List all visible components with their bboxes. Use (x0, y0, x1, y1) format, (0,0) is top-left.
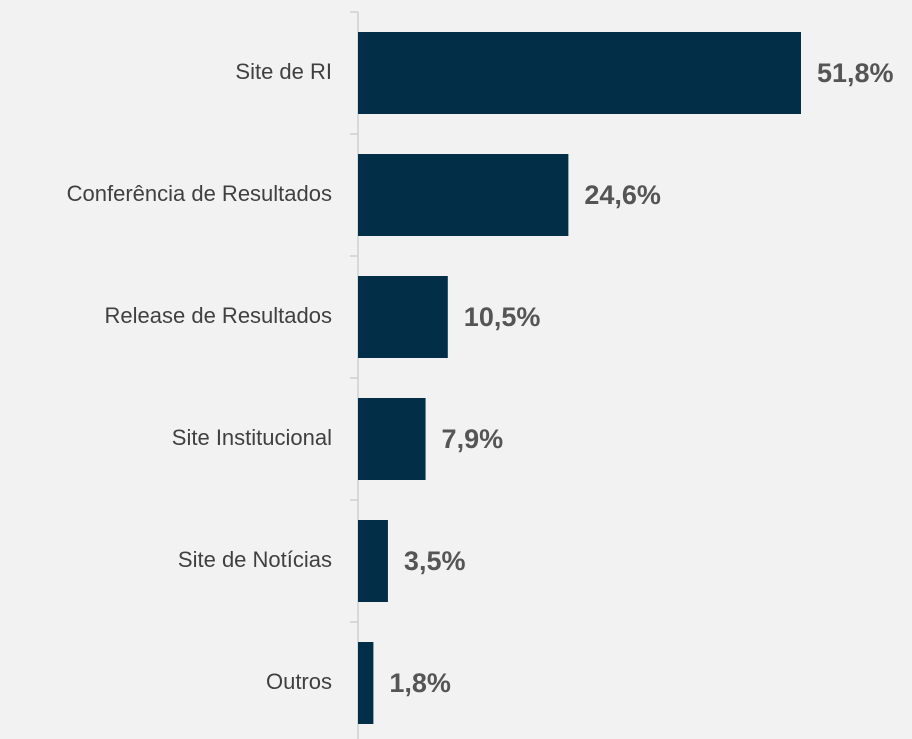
bar (358, 154, 569, 236)
category-label: Release de Resultados (105, 303, 332, 328)
category-label: Site Institucional (172, 425, 332, 450)
value-label: 51,8% (817, 58, 894, 88)
bar (358, 398, 426, 480)
bar (358, 642, 374, 724)
category-label: Outros (266, 669, 332, 694)
category-label: Site de RI (235, 59, 332, 84)
bar (358, 32, 801, 114)
value-label: 24,6% (584, 180, 661, 210)
value-label: 10,5% (464, 302, 541, 332)
value-label: 1,8% (389, 668, 451, 698)
category-label: Conferência de Resultados (67, 181, 332, 206)
value-label: 3,5% (404, 546, 466, 576)
value-label: 7,9% (442, 424, 504, 454)
category-label: Site de Notícias (178, 547, 332, 572)
bar (358, 276, 448, 358)
bar (358, 520, 388, 602)
